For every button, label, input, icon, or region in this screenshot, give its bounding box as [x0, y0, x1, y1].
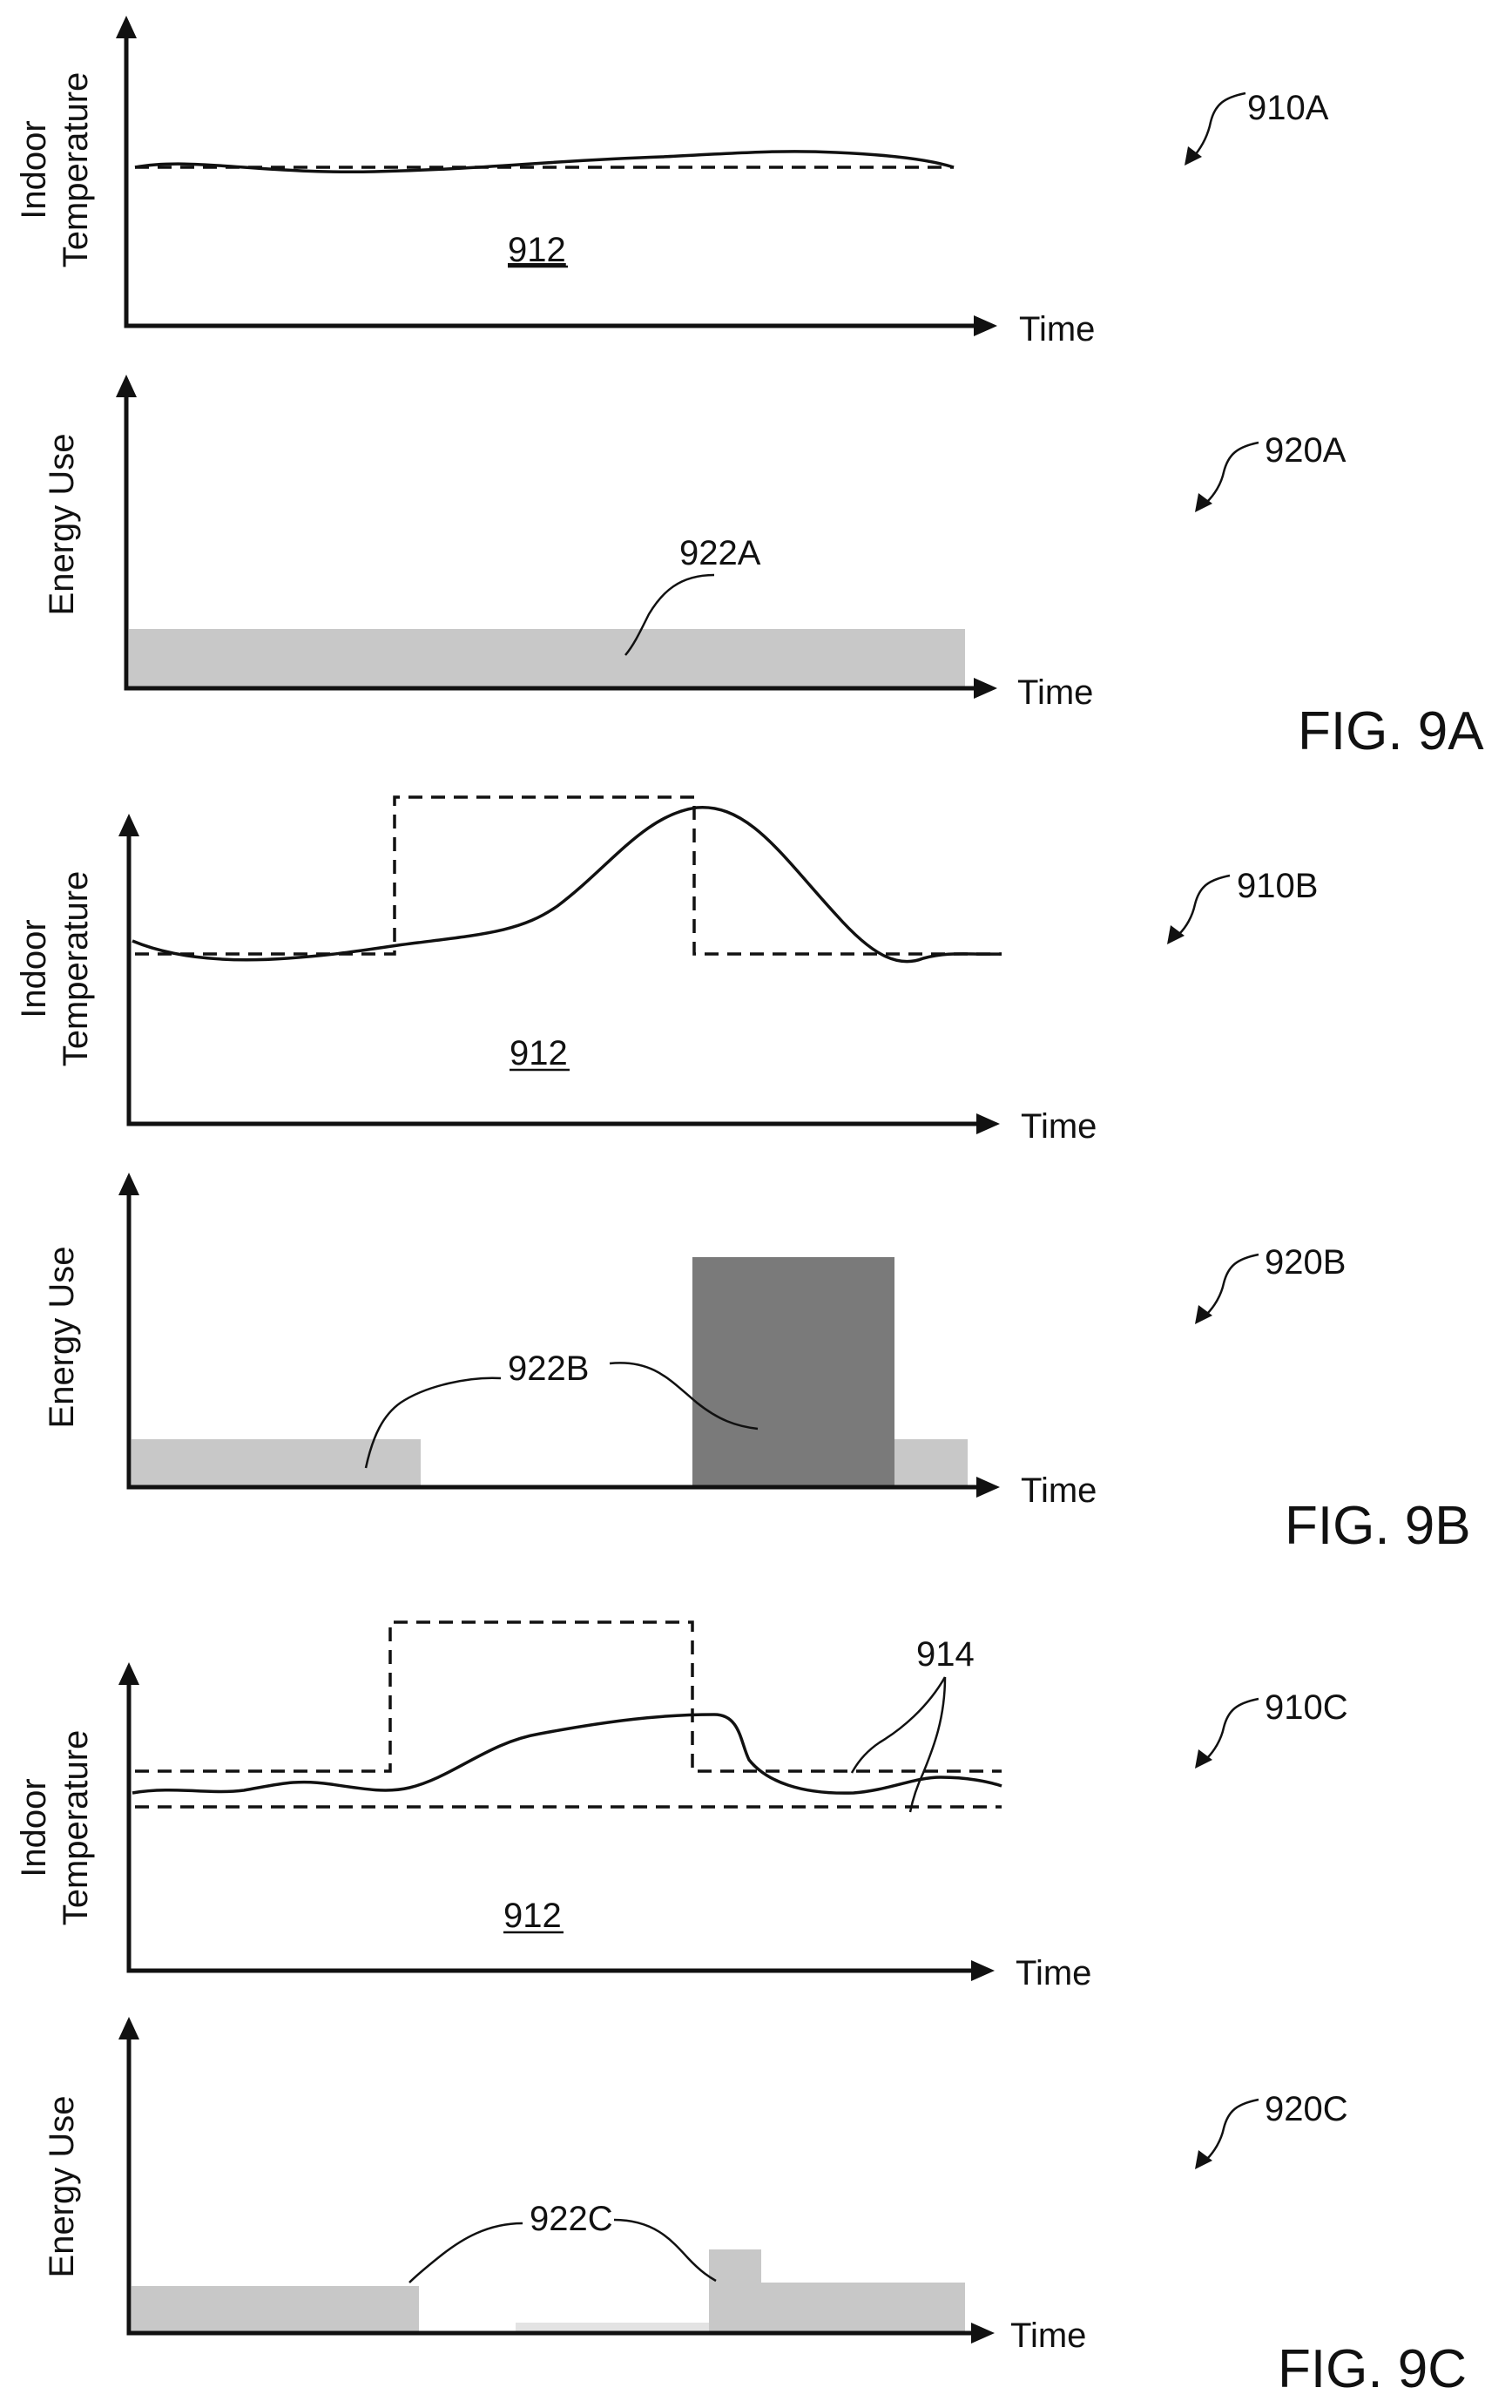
axes — [124, 394, 977, 691]
panel-920b: 922B Energy Use Time 920B FIG. 9B — [43, 1173, 1471, 1556]
panel-ref: 910A — [1247, 89, 1329, 127]
bar-leader-right — [613, 2218, 717, 2283]
region-label: 912 — [508, 231, 566, 269]
figure-label: FIG. 9C — [1278, 2339, 1467, 2399]
bar-leader-left — [408, 2222, 523, 2283]
region-label: 912 — [510, 1034, 568, 1072]
x-axis-label: Time — [1010, 2317, 1086, 2355]
energy-bar-peak — [692, 1257, 894, 1485]
energy-bar-baseline-right — [894, 1439, 968, 1485]
ref-arrow-head — [1195, 2150, 1212, 2169]
x-axis-arrowhead — [976, 1113, 1000, 1134]
ref-arrow — [1206, 1697, 1259, 1759]
ref-arrow — [1206, 441, 1259, 503]
y-axis-arrowhead — [116, 375, 137, 397]
y-axis-arrowhead — [118, 814, 139, 836]
axes — [126, 1192, 980, 1490]
x-axis-label: Time — [1016, 1954, 1091, 1992]
y-axis-label: Energy Use — [43, 1247, 81, 1429]
panel-ref: 920A — [1265, 431, 1347, 470]
band-leader-lower — [908, 1676, 947, 1813]
ref-arrow-head — [1195, 493, 1212, 512]
x-axis-label: Time — [1017, 673, 1093, 712]
ref-arrow — [1194, 91, 1246, 156]
ref-arrow — [1206, 1253, 1259, 1315]
axes — [126, 2036, 975, 2336]
bar-leader-right — [609, 1362, 759, 1431]
energy-bar-baseline-left — [132, 1439, 421, 1485]
x-axis-label: Time — [1019, 310, 1095, 348]
bar-leader — [624, 573, 715, 656]
y-axis-arrowhead — [118, 2017, 139, 2039]
temperature-curve — [132, 806, 1002, 964]
bar-label: 922A — [679, 534, 761, 572]
x-axis-arrowhead — [974, 678, 997, 699]
bar-label: 922C — [530, 2200, 613, 2238]
ref-arrow-head — [1167, 925, 1185, 944]
setpoint-line — [135, 795, 1002, 956]
x-axis-label: Time — [1021, 1107, 1097, 1146]
x-axis-label: Time — [1021, 1471, 1097, 1510]
x-axis-arrowhead — [971, 1960, 995, 1981]
ref-arrow — [1178, 874, 1231, 935]
y-axis-label-line1: Indoor — [15, 120, 53, 219]
energy-bar-baseline-left — [132, 2286, 419, 2331]
ref-arrow — [1206, 2098, 1259, 2160]
ref-arrow-head — [1195, 1749, 1212, 1769]
y-axis-arrowhead — [118, 1662, 139, 1685]
y-axis-label: Energy Use — [43, 2096, 81, 2278]
panel-910b: Indoor Temperature Time 912 910B — [15, 795, 1318, 1146]
panel-ref: 910B — [1237, 867, 1318, 905]
upper-setpoint-line — [135, 1620, 1002, 1773]
energy-bar-spike — [709, 2249, 761, 2331]
axes — [124, 35, 977, 328]
x-axis-arrowhead — [974, 315, 997, 336]
y-axis-label-line2: Temperature — [57, 72, 95, 268]
axes — [126, 1681, 975, 1973]
band-leader-upper — [850, 1676, 947, 1774]
temperature-curve — [134, 150, 955, 174]
panel-ref: 910C — [1265, 1688, 1348, 1727]
temperature-curve — [132, 1713, 1002, 1795]
ref-arrow-head — [1185, 146, 1202, 166]
panel-ref: 920C — [1265, 2090, 1348, 2128]
energy-bar-reduced — [516, 2323, 709, 2331]
x-axis-arrowhead — [976, 1477, 1000, 1498]
x-axis-arrowhead — [971, 2323, 995, 2344]
panel-910c: 914 Indoor Temperature Time 912 910C — [15, 1620, 1348, 1992]
y-axis-label-line1: Indoor — [15, 1778, 53, 1877]
bar-leader-left — [364, 1376, 502, 1469]
region-label: 912 — [503, 1897, 562, 1935]
energy-bar-baseline-right — [761, 2283, 965, 2331]
y-axis-label: Energy Use — [43, 434, 81, 616]
panel-910a: Indoor Temperature Time 912 910A — [15, 16, 1329, 348]
y-axis-label-line2: Temperature — [57, 871, 95, 1067]
y-axis-label-line1: Indoor — [15, 919, 53, 1018]
figure-label: FIG. 9A — [1298, 701, 1484, 761]
energy-bar — [129, 629, 965, 687]
y-axis-label-line2: Temperature — [57, 1730, 95, 1926]
panel-920c: 922C Energy Use Time 920C FIG. 9C — [43, 2017, 1467, 2399]
y-axis-arrowhead — [116, 16, 137, 38]
axes — [126, 833, 980, 1126]
panel-ref: 920B — [1265, 1243, 1346, 1282]
figure-label: FIG. 9B — [1285, 1496, 1471, 1556]
ref-arrow-head — [1195, 1305, 1212, 1324]
panel-920a: 922A Energy Use Time 920A FIG. 9A — [43, 375, 1484, 761]
y-axis-arrowhead — [118, 1173, 139, 1195]
band-label: 914 — [916, 1635, 975, 1674]
bar-label: 922B — [508, 1349, 589, 1388]
